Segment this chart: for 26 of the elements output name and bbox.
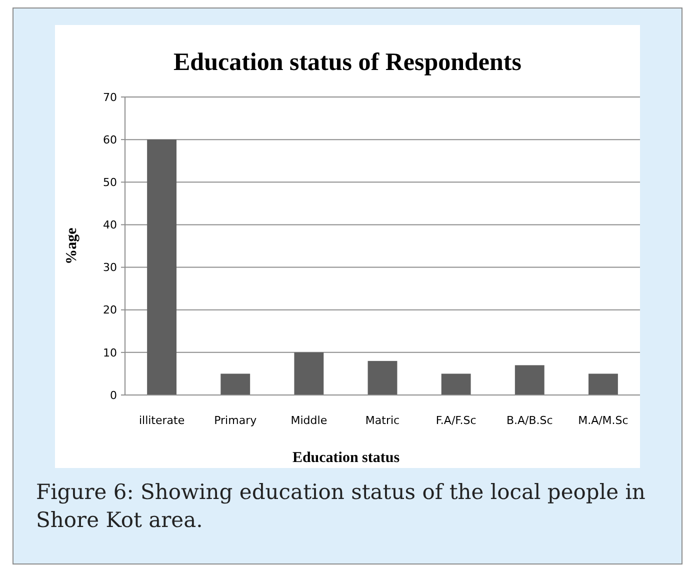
bar <box>588 374 618 395</box>
chart-title: Education status of Respondents <box>174 49 522 76</box>
x-tick-label: B.A/B.Sc <box>506 414 553 427</box>
x-tick-label: M.A/M.Sc <box>578 414 628 427</box>
y-tick-label: 10 <box>103 346 117 360</box>
bar <box>220 374 250 395</box>
y-axis-title: %age <box>64 227 80 264</box>
y-tick-label: 20 <box>103 304 117 317</box>
x-tick-label: Middle <box>290 414 328 427</box>
x-tick-label: F.A/F.Sc <box>436 414 476 427</box>
x-tick-label: Primary <box>214 414 258 427</box>
x-axis-title: Education status <box>292 450 400 466</box>
bar <box>368 360 398 395</box>
x-tick-label: Matric <box>365 414 400 427</box>
bar <box>147 140 176 395</box>
y-tick-label: 50 <box>103 176 117 189</box>
bar <box>294 352 324 395</box>
y-tick-label: 40 <box>103 218 117 232</box>
y-tick-label: 0 <box>110 388 117 402</box>
bar <box>441 374 471 395</box>
y-tick-label: 60 <box>103 133 117 146</box>
x-tick-label: illiterate <box>138 414 185 427</box>
caption: Figure 6: Showing education status of the local people in Shore Kot area. <box>36 479 646 534</box>
y-tick-label: 70 <box>103 90 117 104</box>
y-tick-label: 30 <box>103 261 117 274</box>
bar <box>514 365 544 395</box>
